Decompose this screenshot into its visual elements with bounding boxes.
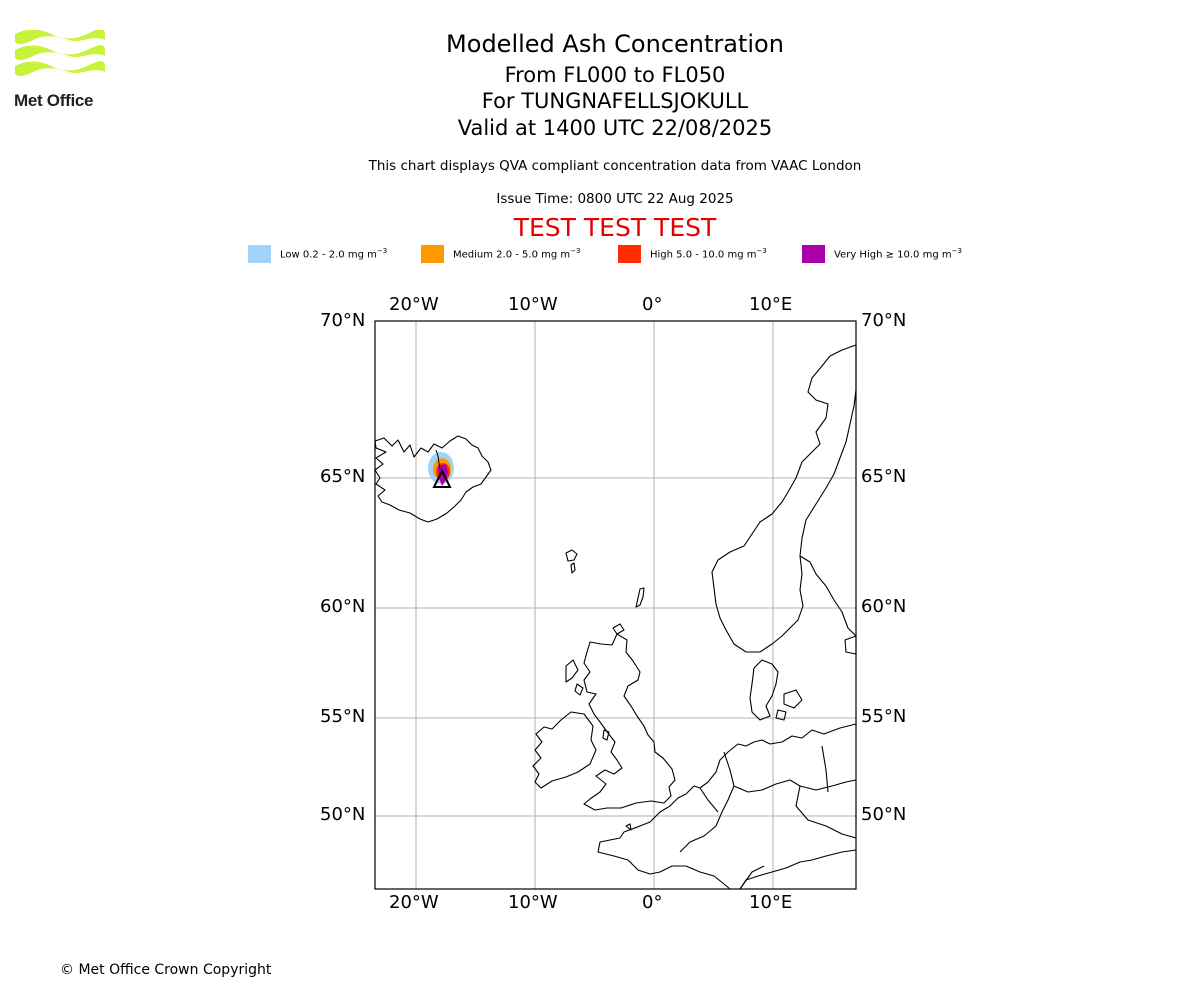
lon-label-top-20w: 20°W — [389, 294, 439, 315]
map-frame — [374, 320, 857, 890]
concentration-legend: Low 0.2 - 2.0 mg m−3 Medium 2.0 - 5.0 mg… — [0, 244, 1200, 264]
issue-time: Issue Time: 0800 UTC 22 Aug 2025 — [496, 191, 734, 207]
ash-plume — [428, 449, 454, 486]
volcano-marker — [432, 468, 452, 488]
lon-label-bottom-10e: 10°E — [749, 892, 793, 913]
coastline-scandinavia — [711, 344, 857, 653]
lat-label-right-70n: 70°N — [861, 310, 907, 331]
lat-label-right-55n: 55°N — [861, 706, 907, 727]
met-office-logo — [15, 30, 105, 76]
lon-label-top-10e: 10°E — [749, 294, 793, 315]
gridlines — [375, 321, 856, 889]
test-banner: TEST TEST TEST — [513, 213, 717, 242]
lat-label-left-55n: 55°N — [320, 706, 366, 727]
copyright-notice: © Met Office Crown Copyright — [60, 962, 272, 978]
legend-item-medium: Medium 2.0 - 5.0 mg m−3 — [421, 244, 580, 264]
lon-label-bottom-10w: 10°W — [508, 892, 558, 913]
legend-item-high: High 5.0 - 10.0 mg m−3 — [618, 244, 767, 264]
coastline-denmark — [749, 659, 779, 721]
lon-label-bottom-0: 0° — [642, 892, 663, 913]
coastline-iceland — [374, 435, 492, 523]
flight-level-range: From FL000 to FL050 — [504, 63, 726, 87]
lat-label-left-50n: 50°N — [320, 804, 366, 825]
lat-label-left-60n: 60°N — [320, 596, 366, 617]
lon-label-top-10w: 10°W — [508, 294, 558, 315]
coastline-faroe — [565, 549, 578, 562]
chart-title: Modelled Ash Concentration — [446, 30, 784, 58]
lon-label-bottom-20w: 20°W — [389, 892, 439, 913]
legend-label-high: High 5.0 - 10.0 mg m — [650, 249, 757, 261]
coastline-mainland-europe — [597, 723, 857, 890]
coastlines — [374, 344, 857, 890]
coastline-shetland — [635, 587, 645, 608]
legend-label-medium: Medium 2.0 - 5.0 mg m — [453, 249, 571, 261]
legend-swatch-low — [248, 245, 271, 263]
lat-label-right-60n: 60°N — [861, 596, 907, 617]
lat-label-left-70n: 70°N — [320, 310, 366, 331]
valid-time: Valid at 1400 UTC 22/08/2025 — [457, 116, 773, 140]
qva-note: This chart displays QVA compliant concen… — [368, 158, 862, 174]
legend-item-very-high: Very High ≥ 10.0 mg m−3 — [802, 244, 962, 264]
legend-swatch-medium — [421, 245, 444, 263]
legend-swatch-very-high — [802, 245, 825, 263]
lat-label-right-50n: 50°N — [861, 804, 907, 825]
legend-swatch-high — [618, 245, 641, 263]
volcano-name: For TUNGNAFELLSJOKULL — [481, 89, 749, 113]
legend-label-very-high: Very High ≥ 10.0 mg m — [834, 249, 952, 261]
lon-label-top-0: 0° — [642, 294, 663, 315]
legend-item-low: Low 0.2 - 2.0 mg m−3 — [248, 244, 387, 264]
coastline-ireland — [532, 711, 597, 789]
logo-wordmark: Met Office — [14, 91, 94, 110]
coastline-great-britain — [583, 633, 676, 811]
legend-label-low: Low 0.2 - 2.0 mg m — [280, 249, 377, 261]
lat-label-left-65n: 65°N — [320, 466, 366, 487]
lat-label-right-65n: 65°N — [861, 466, 907, 487]
